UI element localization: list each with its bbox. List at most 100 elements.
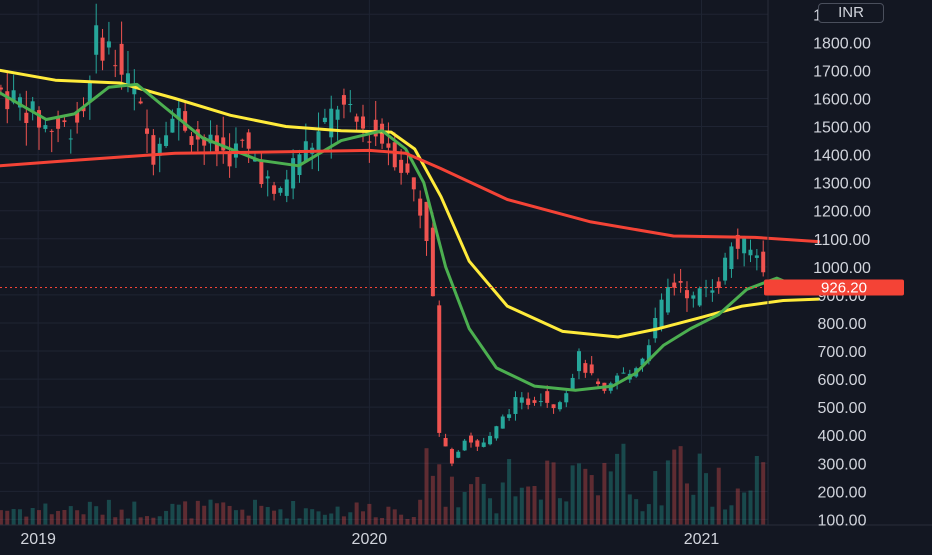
candle-body [113, 65, 118, 67]
candle-body [43, 125, 48, 129]
price-axis[interactable]: 2000.001900.001800.001700.001600.001500.… [813, 0, 871, 529]
candle-body [367, 141, 372, 143]
volume-bar [157, 516, 162, 525]
volume-bar [437, 464, 442, 525]
volume-bar [659, 505, 664, 525]
volume-bar [253, 499, 258, 525]
volume-bar [367, 503, 372, 525]
volume-bar [11, 509, 16, 525]
volume-bar [684, 483, 689, 525]
candle-body [640, 358, 645, 366]
volume-bar [341, 516, 346, 525]
volume-bar [214, 503, 219, 525]
volume-bar [532, 486, 537, 525]
volume-bar [729, 505, 734, 525]
volume-bar [538, 499, 543, 525]
volume-bar [233, 510, 238, 525]
volume-bar [392, 509, 397, 525]
volume-bar [615, 453, 620, 525]
volume-bar [208, 499, 213, 525]
candle-body [564, 393, 569, 403]
moving-averages [0, 68, 821, 392]
candle-body [24, 112, 29, 124]
candle-body [437, 305, 442, 433]
volume-bar [151, 517, 156, 525]
volume-bar [475, 476, 480, 525]
volume-bar [132, 501, 137, 525]
y-tick-label: 1300.00 [813, 176, 871, 193]
candle-body [240, 139, 245, 141]
currency-button[interactable]: INR [818, 3, 884, 23]
volume-bar [145, 516, 150, 525]
y-tick-label: 600.00 [818, 372, 867, 389]
volume-bar [449, 476, 454, 525]
candle-body [354, 116, 359, 122]
candle-body [754, 255, 759, 258]
volume-bar [704, 473, 709, 525]
last-price-label: 926.20 [764, 279, 904, 297]
candle-body [106, 41, 111, 48]
x-tick-label: 2019 [20, 531, 56, 548]
time-axis[interactable]: 2019 2020 2021 [20, 531, 719, 548]
volume-bars [0, 443, 766, 525]
candle-body [494, 426, 499, 439]
y-tick-label: 1500.00 [813, 120, 871, 137]
candle-body [189, 136, 194, 145]
volume-bar [545, 460, 550, 525]
volume-bar [49, 514, 54, 525]
volume-bar [81, 514, 86, 525]
candle-body [386, 143, 391, 148]
volume-bar [62, 509, 67, 525]
y-tick-label: 800.00 [818, 316, 867, 333]
volume-bar [322, 514, 327, 525]
candle-body [488, 435, 493, 445]
volume-bar [75, 510, 80, 525]
volume-bar [691, 494, 696, 525]
candle-body [430, 227, 435, 297]
last-price-badge [764, 279, 904, 296]
volume-bar [278, 509, 283, 525]
candle-body [221, 137, 226, 151]
volume-bar [653, 471, 658, 525]
volume-bar [634, 499, 639, 525]
volume-bar [0, 510, 3, 525]
candle-body [481, 442, 486, 447]
candle-body [748, 249, 753, 256]
candle-body [411, 177, 416, 190]
volume-bar [462, 492, 467, 525]
volume-bar [564, 501, 569, 525]
y-tick-label: 300.00 [818, 456, 867, 473]
candle-body [68, 138, 73, 140]
candle-body [551, 404, 556, 409]
candle-body [761, 251, 766, 273]
candle-body [49, 130, 54, 132]
candle-body [56, 115, 61, 129]
candle-body [646, 345, 651, 362]
grid-lines [0, 0, 768, 525]
volume-bar [297, 518, 302, 525]
volume-bar [742, 492, 747, 525]
candle-body [532, 400, 537, 403]
volume-bar [557, 498, 562, 525]
volume-bar [418, 499, 423, 525]
volume-bar [748, 490, 753, 525]
volume-bar [697, 453, 702, 525]
y-tick-label: 1800.00 [813, 35, 871, 52]
candle-body [418, 198, 423, 216]
candle-body [246, 132, 251, 149]
candle-body [545, 391, 550, 403]
candle-body [684, 290, 689, 299]
candle-body [526, 398, 531, 405]
candle-body [11, 90, 16, 103]
volume-bar [100, 514, 105, 525]
candle-body [596, 381, 601, 384]
volume-bar [519, 487, 524, 525]
candle-body [284, 179, 289, 196]
volume-bar [583, 468, 588, 525]
candle-body [538, 401, 543, 403]
y-tick-label: 200.00 [818, 484, 867, 501]
last-price-value: 926.20 [821, 280, 867, 297]
volume-bar [761, 462, 766, 525]
